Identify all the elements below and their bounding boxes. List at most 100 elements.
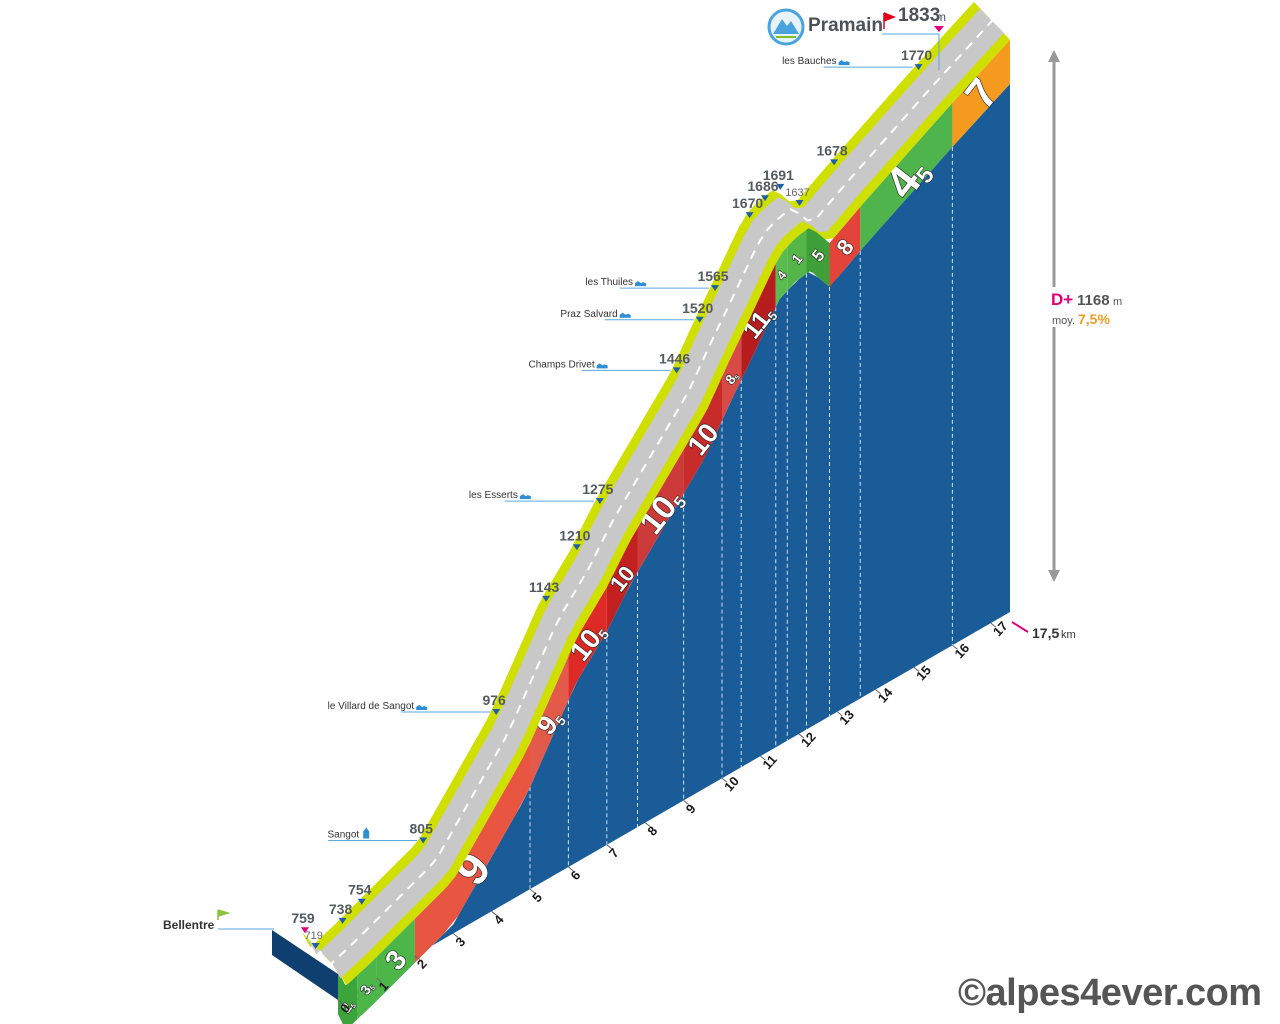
km-tick-label: 6	[567, 868, 583, 883]
km-tick	[452, 933, 459, 938]
gradient-segment	[338, 970, 358, 1024]
km-tick	[491, 910, 497, 916]
waypoint-marker-icon	[914, 64, 923, 71]
km-tick-label: 2	[414, 956, 430, 971]
gradient-segment	[860, 102, 953, 251]
gradient-segment	[568, 587, 607, 701]
average-label: moy.	[1052, 315, 1075, 327]
waypoint-marker-icon	[695, 316, 704, 323]
waypoint-altitude: 1686	[747, 178, 778, 194]
km-tick-label: 11	[759, 752, 779, 772]
gradient-segment	[637, 449, 684, 573]
waypoint-altitude: 805	[410, 820, 434, 836]
waypoint-altitude: 1275	[582, 481, 613, 497]
waypoint-marker-icon	[776, 183, 785, 190]
waypoint-altitude: 1670	[732, 195, 763, 211]
village-icon	[838, 60, 850, 66]
waypoint-marker-icon	[830, 159, 839, 166]
waypoint-altitude: 1637	[785, 187, 809, 199]
gradient-segment	[741, 263, 776, 381]
summit-header: Pramain 1833 m	[767, 5, 946, 70]
km-tick-label: 9	[683, 801, 699, 816]
gradient-segment	[787, 229, 807, 291]
km-tick	[798, 733, 805, 739]
village-icon	[596, 363, 608, 369]
waypoint-altitude: 1210	[559, 527, 590, 543]
waypoint-marker-icon	[311, 942, 320, 949]
waypoint-marker-icon	[745, 212, 754, 219]
waypoint-place-name: Sangot	[327, 829, 359, 840]
distance-value: 17,5	[1032, 625, 1059, 641]
gradient-label-decimal: 5	[350, 1002, 358, 1009]
gradient-segment	[606, 528, 638, 632]
village-icon	[519, 494, 531, 500]
distance-marker	[1011, 621, 1029, 633]
waypoint-place-name: Champs Drivet	[528, 359, 594, 370]
road-surface	[302, 1, 1010, 986]
gradient-segment	[683, 376, 722, 494]
km-tick	[875, 689, 881, 694]
profile-wall-face	[338, 83, 1010, 1024]
km-tick	[721, 777, 728, 783]
km-tick-label: 3	[452, 934, 468, 949]
km-tick-label: 7	[606, 845, 622, 860]
km-tick	[376, 977, 382, 983]
gradient-segment	[829, 206, 861, 288]
waypoint-altitude: 1446	[659, 350, 690, 366]
gradient-segment	[775, 246, 788, 308]
waypoint-marker-icon	[672, 367, 681, 374]
waypoint-altitude: 1691	[763, 167, 794, 183]
waypoint-marker-icon	[301, 927, 309, 934]
average-value: 7,5%	[1078, 311, 1110, 327]
summit-pointer	[934, 26, 944, 32]
waypoint-marker-icon	[419, 837, 428, 844]
elevation-gain-unit: m	[1113, 296, 1122, 308]
waypoint-altitude: 754	[348, 882, 372, 898]
mountain-logo-grass	[776, 36, 796, 38]
road-asphalt	[308, 8, 1004, 979]
gradient-label-decimal: 5	[369, 985, 377, 992]
waypoint-altitude: 759	[291, 910, 315, 926]
start-header: Bellentre	[163, 909, 274, 932]
profile-wall-side	[272, 930, 338, 1000]
waypoint-altitude: 1678	[817, 142, 848, 158]
waypoint-place-name: les Thuiles	[585, 277, 633, 288]
waypoint-altitude: 976	[482, 692, 506, 708]
village-icon	[619, 312, 631, 318]
km-tick	[644, 822, 651, 828]
gradient-segment	[530, 656, 569, 788]
waypoint-marker-icon	[572, 544, 581, 551]
gradient-segment	[952, 39, 1010, 147]
gradient-segment	[376, 918, 415, 1002]
km-tick	[568, 866, 574, 872]
waypoint-altitude: 738	[329, 901, 353, 917]
summit-name: Pramain	[808, 15, 883, 36]
distance-summary: 17,5 km	[1011, 621, 1076, 641]
waypoint-altitude: 1770	[901, 47, 932, 63]
profile-wall	[272, 83, 1010, 1024]
church-icon	[363, 827, 370, 839]
km-tick	[836, 711, 843, 717]
km-tick-label: 8	[644, 823, 660, 838]
village-icon	[635, 281, 647, 287]
waypoint-marker-icon	[595, 498, 604, 505]
waypoint-place-name: Praz Salvard	[560, 309, 617, 320]
km-tick	[913, 667, 920, 672]
gradient-segment	[357, 957, 377, 1020]
village-icon	[416, 704, 428, 710]
waypoint-place-name: les Bauches	[782, 56, 836, 67]
waypoint-marker-icon	[542, 595, 551, 602]
elevation-gain-label: D+	[1051, 290, 1073, 309]
km-tick-label: 5	[529, 890, 545, 905]
km-tick	[760, 755, 766, 761]
credit-watermark: ©alpes4ever.com	[958, 972, 1262, 1014]
gradient-label-decimal: 5	[734, 374, 742, 381]
start-name: Bellentre	[163, 918, 215, 932]
km-tick	[606, 844, 613, 850]
summit-altitude: 1833	[898, 5, 940, 26]
waypoint-marker-icon	[492, 708, 501, 715]
gradient-segment	[722, 336, 742, 421]
waypoint-altitude: 1520	[682, 300, 713, 316]
